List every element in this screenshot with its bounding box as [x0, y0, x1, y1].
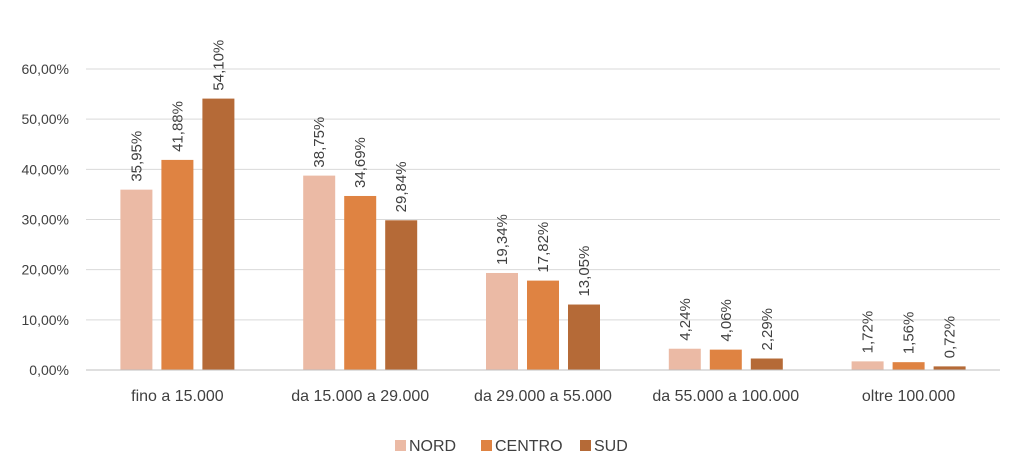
data-label: 34,69% — [352, 137, 369, 188]
bar-nord — [303, 175, 336, 370]
bar-sud — [202, 98, 235, 371]
y-tick-label: 30,00% — [22, 212, 69, 228]
bar-centro — [161, 159, 194, 370]
y-tick-label: 40,00% — [22, 161, 69, 177]
legend-swatch-sud — [580, 440, 591, 451]
data-label: 54,10% — [210, 40, 227, 91]
legend-label-sud: SUD — [594, 438, 628, 455]
x-category-label: da 29.000 a 55.000 — [474, 388, 612, 405]
x-category-label: da 15.000 a 29.000 — [291, 388, 429, 405]
data-label: 4,06% — [718, 299, 735, 342]
bar-centro — [344, 195, 377, 370]
bar-nord — [486, 272, 518, 370]
bar-sud — [568, 304, 600, 370]
legend-label-nord: NORD — [409, 438, 456, 455]
y-tick-label: 50,00% — [22, 111, 69, 127]
data-label: 17,82% — [535, 222, 552, 273]
bar-sud — [385, 220, 418, 370]
x-category-label: fino a 15.000 — [131, 388, 224, 405]
bar-centro — [892, 362, 925, 370]
legend-swatch-nord — [395, 440, 406, 451]
bar-sud — [933, 366, 966, 370]
x-category-label: da 55.000 a 100.000 — [652, 388, 799, 405]
y-axis: 0,00% 10,00% 20,00% 30,00% 40,00% 50,00% 60,00… — [22, 61, 69, 378]
legend-label-centro: CENTRO — [495, 438, 563, 455]
bar-nord — [668, 348, 701, 370]
data-label: 1,56% — [901, 312, 918, 355]
x-axis: fino a 15.000 da 15.000 a 29.000 da 29.000… — [86, 369, 1000, 405]
data-label: 35,95% — [128, 131, 145, 182]
data-label: 41,88% — [169, 101, 186, 152]
legend: NORD CENTRO SUD — [395, 438, 628, 455]
data-label: 38,75% — [311, 117, 328, 168]
legend-swatch-centro — [481, 440, 492, 451]
y-tick-label: 0,00% — [29, 362, 69, 378]
data-label: 0,72% — [942, 316, 959, 359]
bar-nord — [851, 361, 884, 370]
data-label: 1,72% — [860, 311, 877, 354]
bar-nord — [120, 189, 153, 370]
data-label: 13,05% — [576, 246, 593, 297]
y-tick-label: 20,00% — [22, 262, 69, 278]
data-label: 19,34% — [494, 214, 511, 265]
x-category-label: oltre 100.000 — [862, 388, 956, 405]
y-tick-label: 10,00% — [22, 312, 69, 328]
data-label: 2,29% — [759, 308, 776, 351]
data-label: 4,24% — [677, 298, 694, 341]
bar-sud — [750, 358, 783, 370]
data-label: 29,84% — [393, 161, 410, 212]
bars — [120, 98, 966, 371]
data-labels: 35,95% 41,88% 54,10% 38,75% 34,69% 29,84% 19,3… — [128, 40, 958, 359]
bar-centro — [709, 349, 742, 370]
bar-centro — [527, 280, 559, 370]
gridlines — [86, 68, 1000, 321]
y-tick-label: 60,00% — [22, 61, 69, 77]
